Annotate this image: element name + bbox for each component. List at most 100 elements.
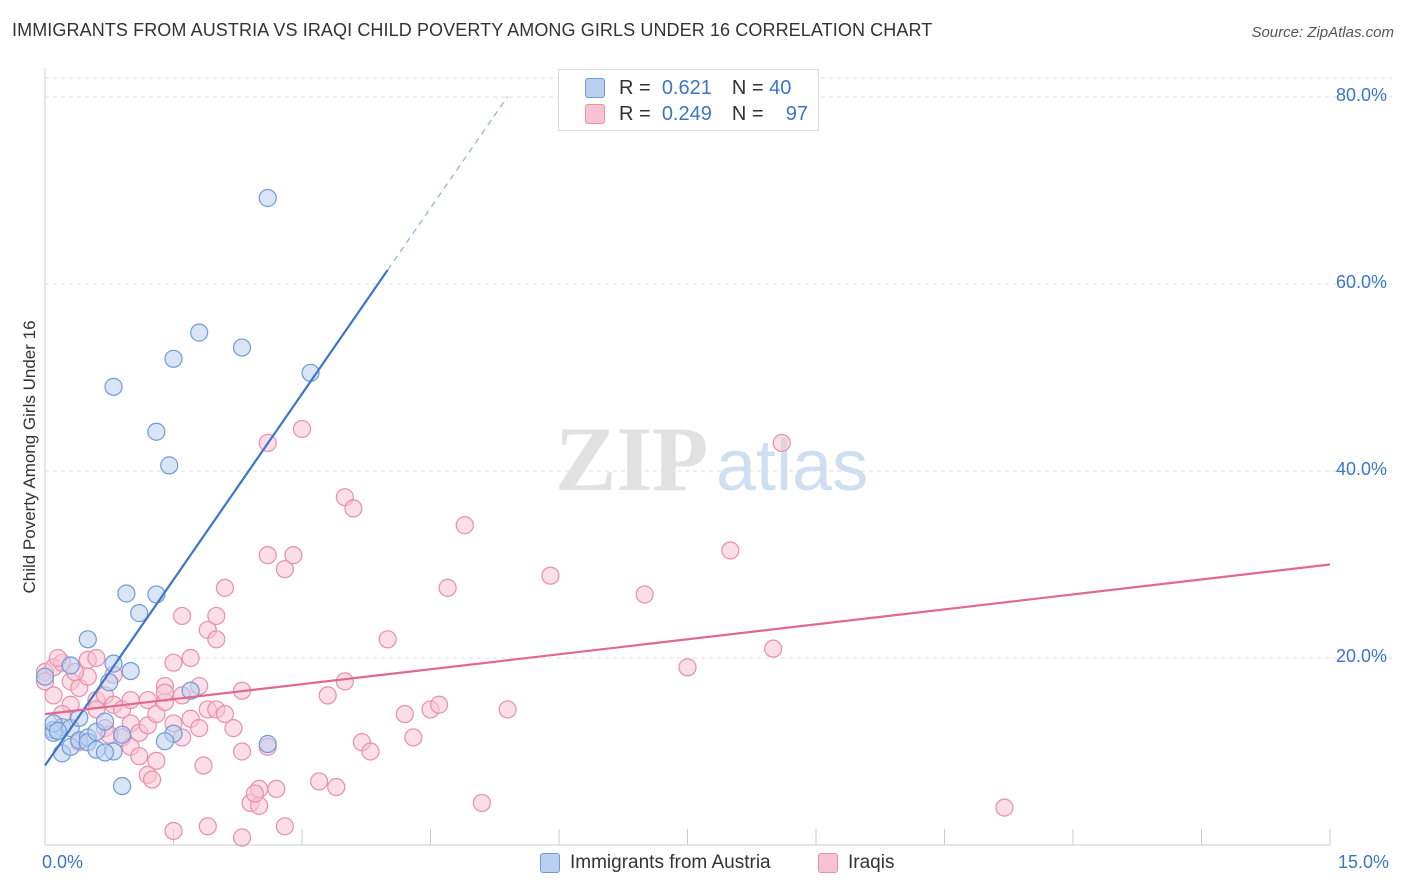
austria-point bbox=[190, 323, 209, 342]
iraqis-point bbox=[232, 828, 252, 847]
iraqis-point bbox=[275, 817, 294, 836]
iraqis-point bbox=[292, 419, 312, 439]
iraqis-point bbox=[275, 560, 294, 579]
iraqis-point bbox=[678, 658, 697, 677]
austria-point bbox=[95, 743, 115, 762]
austria-point bbox=[121, 661, 140, 681]
series-legend: Immigrants from Austria Iraqis bbox=[0, 852, 1406, 878]
iraqis-point bbox=[429, 695, 449, 714]
iraqis-point bbox=[395, 704, 414, 724]
iraqis-point bbox=[284, 546, 303, 565]
series-label-austria: Immigrants from Austria bbox=[570, 852, 771, 873]
y-tick-label-40: 40.0% bbox=[1336, 459, 1388, 479]
iraqis-point bbox=[344, 499, 363, 518]
trend-lines bbox=[44, 96, 1331, 767]
austria-point bbox=[232, 338, 252, 357]
series-label-iraqis: Iraqis bbox=[848, 852, 895, 873]
legend-swatch-iraqis bbox=[585, 104, 605, 124]
iraqis-point bbox=[438, 578, 457, 597]
y-tick-label-80: 80.0% bbox=[1336, 85, 1388, 105]
iraqis-point bbox=[258, 546, 277, 565]
austria-trend-line bbox=[44, 269, 389, 767]
y-tick-label-60: 60.0% bbox=[1336, 272, 1388, 292]
austria-point bbox=[160, 456, 179, 475]
iraqis-point bbox=[190, 719, 209, 738]
iraqis-trend-line bbox=[44, 563, 1331, 716]
iraqis-point bbox=[232, 742, 252, 761]
y-tick-label-20: 20.0% bbox=[1336, 646, 1388, 666]
austria-point bbox=[48, 721, 67, 741]
austria-point bbox=[164, 349, 183, 368]
legend-r-value-iraqis: 0.249 bbox=[661, 102, 712, 125]
legend-r-label: R = bbox=[619, 102, 651, 125]
axes bbox=[44, 68, 1331, 846]
watermark-atlas: atlas bbox=[716, 426, 868, 506]
austria-point bbox=[61, 656, 80, 675]
legend-n-label: N = bbox=[731, 76, 764, 99]
iraqis-point bbox=[721, 541, 740, 560]
austria-point bbox=[258, 734, 277, 754]
iraqis-point bbox=[541, 566, 560, 585]
iraqis-point bbox=[361, 742, 380, 761]
iraqis-point bbox=[995, 798, 1014, 817]
iraqis-point bbox=[164, 653, 183, 672]
iraqis-point bbox=[310, 772, 329, 791]
austria-point bbox=[258, 188, 277, 208]
iraqis-point bbox=[164, 821, 183, 841]
austria-point bbox=[181, 681, 200, 700]
iraqis-point bbox=[198, 817, 217, 836]
iraqis-point bbox=[245, 784, 264, 803]
series-legend-austria: Immigrants from Austria bbox=[540, 852, 771, 874]
iraqis-point bbox=[498, 700, 517, 719]
austria-point bbox=[112, 776, 132, 796]
iraqis-point bbox=[318, 686, 337, 705]
source-label: Source: ZipAtlas.com bbox=[1251, 24, 1394, 41]
iraqis-point bbox=[44, 686, 63, 705]
iraqis-point bbox=[224, 719, 243, 738]
legend-swatch-austria bbox=[585, 78, 605, 98]
iraqis-point bbox=[404, 728, 423, 747]
iraqis-point bbox=[181, 648, 200, 668]
iraqis-point bbox=[335, 672, 354, 691]
legend-row-iraqis: R = 0.249 N = 97 bbox=[585, 102, 808, 126]
iraqis-point bbox=[455, 516, 474, 535]
grid-lines bbox=[45, 77, 1392, 659]
chart-title: IMMIGRANTS FROM AUSTRIA VS IRAQI CHILD P… bbox=[12, 20, 933, 40]
iraqis-point bbox=[172, 606, 192, 626]
iraqis-point bbox=[327, 777, 346, 797]
austria-point bbox=[155, 732, 175, 751]
iraqis-point bbox=[207, 606, 226, 626]
austria-point bbox=[117, 584, 136, 603]
series-swatch-iraqis bbox=[818, 853, 838, 873]
x-tick-min: 0.0% bbox=[42, 852, 84, 872]
iraqis-point bbox=[267, 779, 286, 799]
series-legend-iraqis: Iraqis bbox=[818, 852, 894, 874]
iraqis-point bbox=[87, 648, 106, 668]
legend-r-value-austria: 0.621 bbox=[661, 76, 712, 99]
watermark-zip: ZIP bbox=[555, 408, 708, 510]
legend-n-label: N = bbox=[731, 102, 764, 125]
iraqis-point bbox=[215, 578, 234, 597]
watermark: ZIP atlas bbox=[555, 408, 868, 510]
austria-point bbox=[130, 604, 149, 623]
correlation-legend: R = 0.621 N = 40 R = 0.249 N = 97 bbox=[558, 69, 819, 131]
iraqis-point bbox=[635, 585, 654, 604]
legend-row-austria: R = 0.621 N = 40 bbox=[585, 76, 791, 100]
x-tick-max: 15.0% bbox=[1338, 852, 1390, 872]
series-swatch-austria bbox=[540, 853, 560, 873]
iraqis-point bbox=[472, 793, 491, 813]
legend-n-value-austria: 40 bbox=[769, 76, 792, 99]
iraqis-point bbox=[378, 630, 397, 649]
austria-point bbox=[78, 630, 97, 649]
austria-point bbox=[112, 725, 132, 744]
iraqis-point bbox=[772, 433, 791, 453]
iraqis-point bbox=[764, 639, 783, 658]
iraqis-point bbox=[147, 751, 166, 770]
iraqis-point bbox=[207, 630, 226, 649]
austria-point bbox=[104, 377, 123, 396]
iraqis-point bbox=[142, 770, 162, 789]
iraqis-point bbox=[194, 756, 213, 775]
legend-r-label: R = bbox=[619, 76, 651, 99]
iraqis-point bbox=[215, 704, 234, 724]
